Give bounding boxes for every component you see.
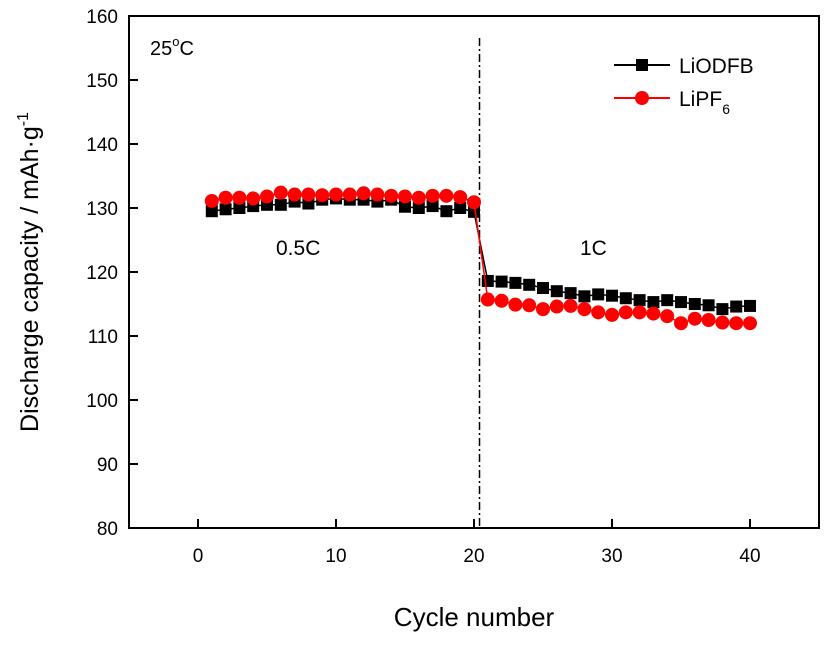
data-point-circle bbox=[480, 292, 495, 307]
data-point-square bbox=[564, 287, 577, 300]
y-tick-label: 110 bbox=[88, 327, 118, 348]
y-tick-label: 150 bbox=[86, 71, 118, 92]
data-point-square bbox=[592, 288, 605, 301]
y-tick-label: 140 bbox=[86, 135, 118, 156]
data-point-square bbox=[744, 299, 756, 312]
x-tick-label: 10 bbox=[325, 546, 346, 567]
data-point-square bbox=[633, 294, 646, 307]
data-point-circle bbox=[246, 191, 261, 206]
y-tick-label: 80 bbox=[97, 519, 118, 540]
data-point-circle bbox=[729, 316, 744, 331]
data-point-square bbox=[426, 200, 439, 213]
y-tick-label: 100 bbox=[86, 391, 118, 412]
data-point-circle bbox=[218, 190, 233, 205]
data-point-circle bbox=[370, 187, 385, 202]
data-point-square bbox=[730, 300, 743, 313]
data-point-circle bbox=[591, 305, 606, 320]
data-point-square bbox=[550, 285, 563, 298]
y-tick-label: 90 bbox=[97, 455, 118, 476]
data-point-circle bbox=[301, 187, 316, 202]
data-point-square bbox=[205, 205, 218, 218]
data-point-circle bbox=[273, 185, 288, 200]
data-point-circle bbox=[204, 193, 219, 208]
x-tick-label: 30 bbox=[601, 546, 622, 567]
data-point-square bbox=[219, 203, 232, 216]
data-point-square bbox=[716, 303, 729, 316]
data-point-square bbox=[661, 294, 674, 307]
data-point-circle bbox=[356, 186, 371, 201]
data-point-circle bbox=[384, 188, 399, 203]
data-point-circle bbox=[453, 190, 468, 205]
data-point-circle bbox=[232, 190, 247, 205]
series-lipf6 bbox=[204, 185, 757, 331]
data-point-circle bbox=[425, 188, 440, 203]
x-tick-label: 0 bbox=[193, 546, 204, 567]
x-axis-label: Cycle number bbox=[394, 602, 555, 632]
y-tick-label: 130 bbox=[86, 199, 118, 220]
data-point-square bbox=[688, 298, 701, 310]
data-point-circle bbox=[674, 316, 688, 331]
data-point-square bbox=[509, 276, 522, 289]
legend-marker-liodfb bbox=[636, 59, 648, 71]
data-point-circle bbox=[646, 306, 661, 321]
data-point-square bbox=[495, 275, 508, 288]
data-point-square bbox=[675, 296, 687, 309]
legend-label-liodfb: LiODFB bbox=[679, 55, 754, 78]
data-point-circle bbox=[618, 305, 633, 320]
data-point-square bbox=[606, 289, 618, 302]
data-point-circle bbox=[342, 187, 357, 202]
data-point-square bbox=[647, 296, 660, 309]
legend-label-lipf6: LiPF6 bbox=[679, 88, 730, 117]
data-point-square bbox=[274, 198, 287, 211]
data-point-circle bbox=[549, 299, 564, 314]
legend-marker-lipf6 bbox=[635, 91, 649, 105]
data-point-square bbox=[578, 290, 591, 303]
data-point-square bbox=[619, 292, 632, 305]
data-point-square bbox=[481, 274, 494, 287]
data-point-circle bbox=[577, 302, 592, 317]
data-point-circle bbox=[398, 189, 412, 204]
data-point-circle bbox=[605, 307, 619, 322]
rate-label-1C: 1C bbox=[580, 237, 607, 260]
y-tick-label: 120 bbox=[86, 263, 118, 284]
y-axis-ticks: 80 90 100 110 120 130 140 150 160 bbox=[86, 7, 138, 540]
data-point-square bbox=[454, 202, 467, 214]
data-point-circle bbox=[522, 298, 537, 313]
data-point-square bbox=[523, 278, 536, 291]
rate-label-0.5C: 0.5C bbox=[276, 237, 320, 260]
y-tick-label: 160 bbox=[86, 7, 118, 28]
data-point-square bbox=[468, 205, 480, 218]
data-point-circle bbox=[329, 187, 343, 202]
x-axis-ticks: 0 10 20 30 40 bbox=[193, 519, 761, 567]
data-point-circle bbox=[411, 190, 426, 205]
data-point-circle bbox=[315, 188, 330, 203]
data-point-circle bbox=[701, 313, 716, 327]
data-point-circle bbox=[467, 195, 481, 210]
data-point-circle bbox=[687, 311, 702, 326]
temperature-label: 25oC bbox=[150, 34, 194, 60]
data-point-square bbox=[537, 282, 549, 294]
data-point-circle bbox=[508, 297, 523, 312]
data-point-circle bbox=[536, 302, 550, 317]
legend: LiODFB LiPF6 bbox=[614, 55, 754, 117]
x-tick-label: 40 bbox=[739, 546, 760, 567]
data-point-square bbox=[412, 202, 425, 214]
data-point-circle bbox=[287, 187, 302, 202]
x-tick-label: 20 bbox=[463, 546, 484, 567]
series-group bbox=[204, 185, 757, 331]
data-point-circle bbox=[660, 309, 675, 324]
data-point-circle bbox=[260, 189, 274, 204]
data-point-circle bbox=[563, 298, 578, 313]
data-point-circle bbox=[715, 315, 730, 330]
data-point-square bbox=[233, 202, 246, 214]
data-point-square bbox=[399, 200, 411, 213]
y-axis-label: Discharge capacity / mAh·g-1 bbox=[15, 112, 44, 432]
data-point-circle bbox=[494, 293, 509, 308]
data-point-circle bbox=[632, 305, 647, 320]
data-point-square bbox=[440, 205, 453, 218]
data-point-circle bbox=[439, 188, 454, 203]
data-point-circle bbox=[743, 316, 757, 331]
data-point-square bbox=[702, 299, 715, 312]
